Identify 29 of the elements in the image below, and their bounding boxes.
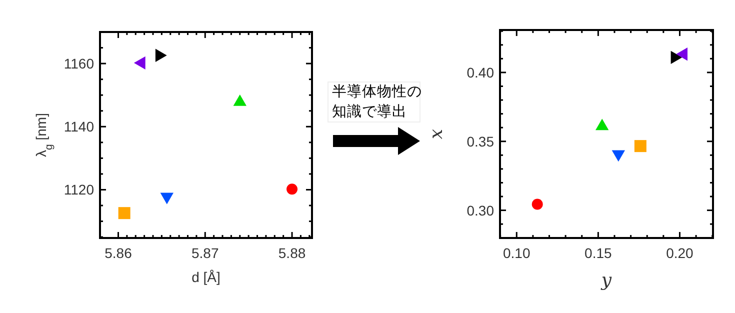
y-tick-label: 1160 [64, 56, 94, 72]
x-tick-label: 5.87 [192, 245, 219, 261]
text: 半導体物性の [332, 83, 422, 100]
point [155, 48, 167, 62]
x-tick-label: 5.86 [104, 245, 132, 261]
point [286, 184, 298, 195]
x-axis-title: y [600, 270, 612, 291]
x-tick-label: 0.15 [584, 245, 612, 261]
y-tick-label: 0.35 [466, 133, 494, 150]
y-tick-label: 1120 [64, 182, 94, 198]
y-tick-label: 0.40 [466, 64, 494, 80]
y-tick-label: 0.30 [466, 202, 494, 218]
point [160, 192, 174, 204]
y-axis-title: x [426, 128, 447, 140]
point [670, 50, 682, 64]
point [676, 48, 688, 61]
point [612, 150, 626, 162]
y-tick-label: 1140 [64, 118, 94, 135]
point [634, 140, 646, 152]
x-tick-label: 0.10 [503, 245, 530, 261]
x-tick-label: 0.20 [666, 245, 694, 261]
point [118, 207, 130, 220]
point [532, 198, 543, 210]
point [134, 56, 146, 70]
point [233, 94, 246, 106]
text: 知識で導出 [332, 103, 407, 120]
point [595, 118, 609, 130]
x-tick-label: 5.88 [278, 245, 306, 261]
x-axis-title: d [Å] [192, 269, 220, 285]
